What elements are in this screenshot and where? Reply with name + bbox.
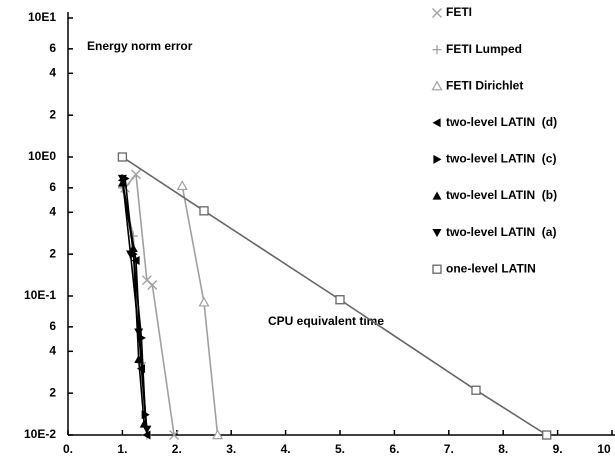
data-point <box>131 169 141 180</box>
y-tick-label: 4 <box>49 343 56 357</box>
data-point <box>128 231 138 241</box>
y-tick-label: 6 <box>49 319 56 333</box>
legend-label: two-level LATIN (d) <box>446 115 557 129</box>
x-tick-label: 10 <box>597 442 611 456</box>
x-tick-label: 5. <box>335 442 345 456</box>
x-tick-label: 8. <box>498 442 508 456</box>
data-point <box>335 295 345 305</box>
y-tick-label: 10E-1 <box>24 288 56 302</box>
x-tick-label: 7. <box>444 442 454 456</box>
legend-label: two-level LATIN (a) <box>446 225 556 239</box>
data-point <box>169 430 180 440</box>
data-point <box>117 174 127 184</box>
x-tick-label: 1. <box>117 442 127 456</box>
data-point <box>134 328 144 337</box>
legend-marker <box>432 118 441 128</box>
data-point <box>128 243 138 253</box>
y-tick-label: 10E-2 <box>24 427 56 441</box>
y-axis-title: Energy norm error <box>87 39 193 53</box>
legend-marker <box>432 264 442 274</box>
legend-label: two-level LATIN (c) <box>446 152 556 166</box>
x-tick-label: 4. <box>281 442 291 456</box>
legend-label: one-level LATIN <box>446 261 536 275</box>
y-tick-label: 4 <box>49 204 56 218</box>
x-tick-label: 3. <box>226 442 236 456</box>
data-point <box>142 425 152 434</box>
data-point <box>117 152 128 162</box>
y-tick-label: 6 <box>49 41 56 55</box>
y-tick-label: 2 <box>49 385 56 399</box>
legend-marker <box>432 229 442 238</box>
x-tick-label: 9. <box>553 442 563 456</box>
data-point <box>542 430 552 440</box>
data-point <box>131 256 140 266</box>
legend-label: FETI Lumped <box>446 42 522 56</box>
legend-marker <box>432 8 442 18</box>
legend-marker <box>432 45 442 55</box>
x-tick-label: 0. <box>63 442 73 456</box>
series-line <box>124 178 147 415</box>
data-point <box>126 250 136 259</box>
x-tick-label: 2. <box>172 442 182 456</box>
legend-marker <box>433 154 442 164</box>
data-point <box>199 206 209 216</box>
legend-label: FETI Dirichlet <box>446 78 523 92</box>
legend-marker <box>432 191 442 200</box>
y-tick-label: 6 <box>49 180 56 194</box>
y-tick-label: 10E0 <box>28 149 56 163</box>
series-line <box>124 172 175 436</box>
y-tick-label: 10E1 <box>28 10 56 24</box>
data-point <box>212 429 224 440</box>
x-tick-label: 6. <box>389 442 399 456</box>
data-point <box>147 280 158 290</box>
legend-label: FETI <box>446 5 472 19</box>
x-axis-title: CPU equivalent time <box>268 314 384 328</box>
data-point <box>176 180 188 191</box>
legend-marker <box>431 80 443 91</box>
series-line <box>121 178 148 430</box>
data-point <box>142 430 151 440</box>
legend-label: two-level LATIN (b) <box>446 188 557 202</box>
data-point <box>471 385 481 395</box>
y-tick-label: 2 <box>49 246 56 260</box>
y-tick-label: 4 <box>49 65 56 79</box>
data-point <box>198 296 210 307</box>
y-tick-label: 2 <box>49 107 56 121</box>
series-line <box>181 185 219 436</box>
